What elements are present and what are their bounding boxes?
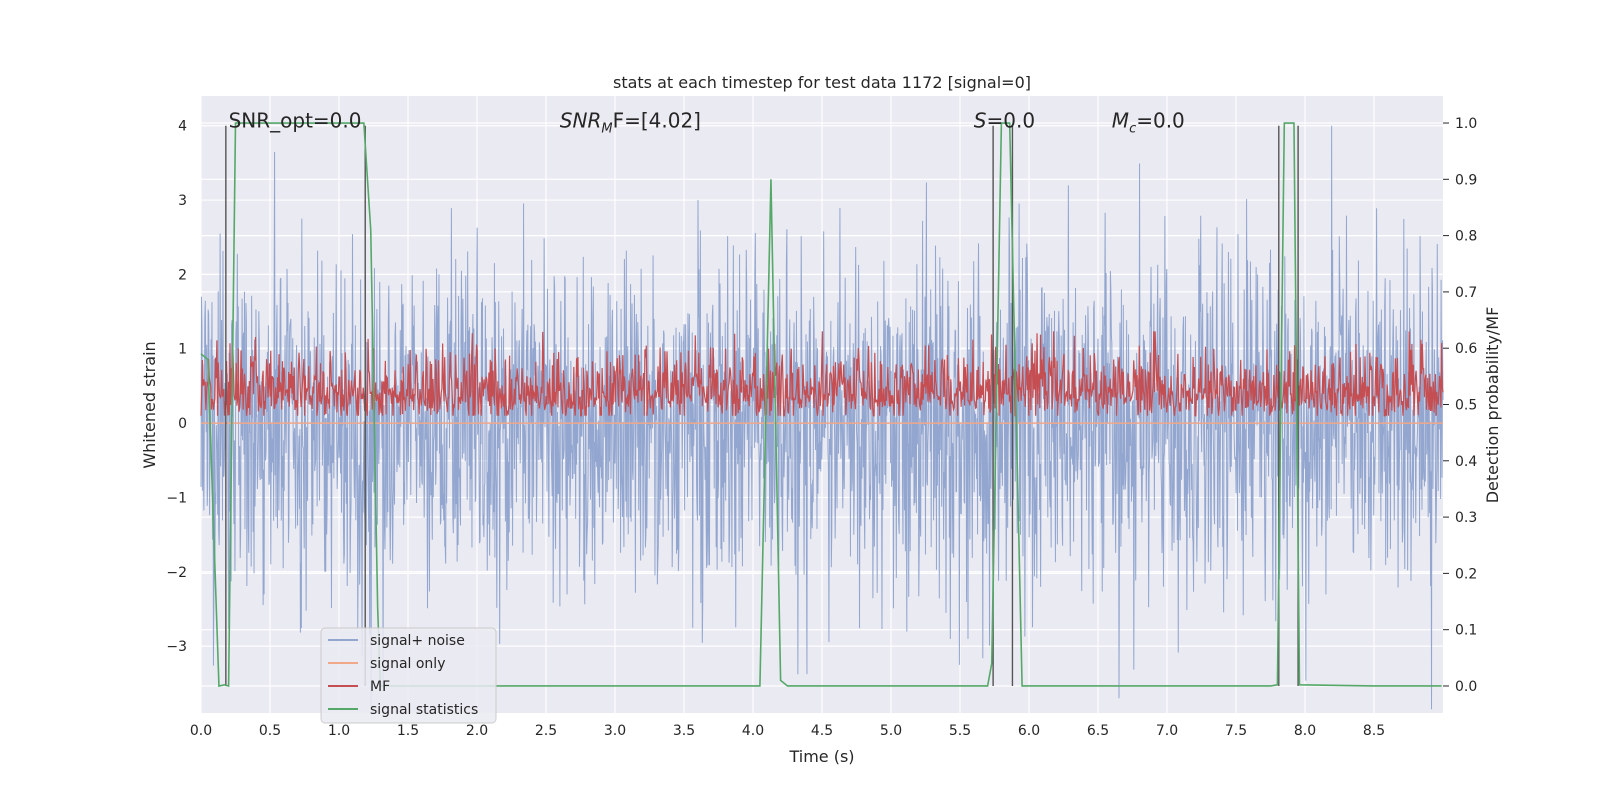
x-tick-label: 3.5 <box>673 723 695 739</box>
series-mf <box>200 331 1444 417</box>
annotation-1: SNRMF=[4.02] <box>560 109 701 137</box>
legend-label-mf: MF <box>370 679 390 695</box>
y-right-tick-label: 0.7 <box>1455 285 1477 301</box>
x-tick-label: 4.5 <box>811 723 833 739</box>
x-tick-label: 6.0 <box>1018 723 1040 739</box>
y-axis-label: Whitened strain <box>140 341 159 468</box>
y-right-tick-label: 0.3 <box>1455 510 1477 526</box>
y-right-tick-label: 0.6 <box>1455 341 1477 357</box>
y-tick-label: 1 <box>178 342 187 358</box>
y-right-tick-label: 1.0 <box>1455 116 1477 132</box>
x-tick-label: 8.5 <box>1363 723 1385 739</box>
y-right-tick-label: 0.5 <box>1455 398 1477 414</box>
y-tick-label: −3 <box>166 639 187 655</box>
x-tick-label: 4.0 <box>742 723 764 739</box>
y-right-tick-label: 0.0 <box>1455 679 1477 695</box>
line-signal-statistics <box>200 122 1442 688</box>
x-tick-label: 7.0 <box>1156 723 1178 739</box>
annotation-2: S=0.0 <box>974 109 1035 133</box>
x-tick-label: 6.5 <box>1087 723 1109 739</box>
line-mf <box>200 331 1444 417</box>
x-tick-label: 7.5 <box>1225 723 1247 739</box>
y-right-tick-label: 0.8 <box>1455 229 1477 245</box>
x-tick-label: 2.0 <box>466 723 488 739</box>
legend-label-signal-statistics: signal statistics <box>370 702 478 718</box>
x-tick-label: 0.5 <box>259 723 281 739</box>
y-tick-label: 0 <box>178 416 187 432</box>
legend-label-signal-only: signal only <box>370 656 445 672</box>
annotation-0: SNR_opt=0.0 <box>229 109 362 133</box>
y-axis-right-ticks: 0.0 0.1 0.2 0.3 0.4 0.5 0.6 0.7 0.8 0.9 1.0 <box>1443 116 1477 695</box>
legend: signal+ noise signal only MF signal stat… <box>320 627 497 724</box>
y-tick-label: 4 <box>178 119 187 135</box>
annotation-3: Mc=0.0 <box>1112 109 1185 137</box>
y-axis-ticks: −3 −2 −1 0 1 2 3 4 <box>166 119 187 655</box>
x-axis-ticks: 0.0 0.5 1.0 1.5 2.0 2.5 3.0 3.5 4.0 4.5 5.0 5.5 6.0 6… <box>190 723 1385 739</box>
annotations: SNR_opt=0.0 SNRMF=[4.02] S=0.0 Mc=0.0 <box>229 109 1185 137</box>
y-right-tick-label: 0.1 <box>1455 623 1477 639</box>
x-tick-label: 8.0 <box>1294 723 1316 739</box>
x-tick-label: 3.0 <box>604 723 626 739</box>
y-axis-right-label: Detection probability/MF <box>1483 307 1502 504</box>
y-tick-label: −2 <box>166 565 187 581</box>
x-tick-label: 0.0 <box>190 723 212 739</box>
x-tick-label: 5.0 <box>880 723 902 739</box>
y-tick-label: −1 <box>166 490 187 506</box>
series-signal-statistics <box>200 122 1442 688</box>
x-tick-label: 1.0 <box>328 723 350 739</box>
x-tick-label: 5.5 <box>949 723 971 739</box>
legend-label-signal-noise: signal+ noise <box>370 633 465 649</box>
y-right-tick-label: 0.2 <box>1455 566 1477 582</box>
x-axis-label: Time (s) <box>788 747 854 766</box>
x-tick-label: 2.5 <box>535 723 557 739</box>
chart-title: stats at each timestep for test data 117… <box>613 73 1031 92</box>
y-right-tick-label: 0.4 <box>1455 454 1477 470</box>
y-tick-label: 3 <box>178 193 187 209</box>
y-tick-label: 2 <box>178 267 187 283</box>
y-right-tick-label: 0.9 <box>1455 172 1477 188</box>
x-tick-label: 1.5 <box>397 723 419 739</box>
legend-box <box>320 627 497 724</box>
